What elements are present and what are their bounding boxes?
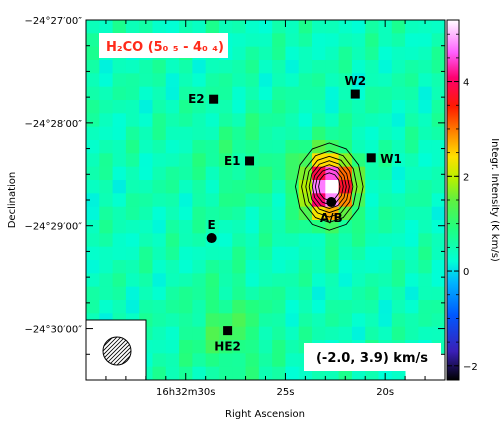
source-marker-w1 [366, 153, 376, 163]
contour-level-3 [308, 160, 350, 214]
source-markers: E2 W2 E1 W1 A/B E HE2 [188, 74, 402, 354]
source-label-e2: E2 [188, 92, 205, 106]
contour-level-4 [311, 164, 347, 209]
source-marker-e [206, 233, 217, 244]
source-label-e1: E1 [224, 154, 241, 168]
source-label-a-b: A/B [320, 211, 343, 225]
velocity-box: (-2.0, 3.9) km/s [304, 343, 441, 371]
velocity-range-label: (-2.0, 3.9) km/s [316, 351, 428, 366]
contour-level-1 [301, 150, 358, 223]
y-tick-label-0: −24°27′00″ [24, 16, 82, 27]
source-label-e: E [208, 218, 216, 232]
chart-title: H₂CO (5₀ ₅ - 4₀ ₄) [106, 40, 224, 55]
source-marker-he2 [223, 326, 233, 336]
source-marker-e1 [245, 156, 255, 166]
source-marker-a-b [326, 197, 337, 208]
x-tick-label-20: 20s [376, 387, 394, 398]
colorbar-tick-label-2: 2 [463, 172, 469, 183]
colorbar-tick-label-0: 0 [463, 267, 469, 278]
y-axis-title: Declination [7, 172, 18, 229]
x-tick-label-25: 25s [276, 387, 294, 398]
y-tick-label--1: −24°28′00″ [24, 119, 82, 130]
y-tick-label--2: −24°29′00″ [24, 222, 82, 233]
source-marker-w2 [350, 89, 360, 99]
x-axis: 16h32m30s 25s 20s [85, 20, 446, 398]
beam-inset [85, 319, 147, 381]
y-tick-label--3: −24°30′00″ [24, 325, 82, 336]
contour-level-0 [295, 142, 364, 231]
colorbar-tick-label--2: −2 [463, 362, 478, 373]
source-marker-e2 [209, 94, 219, 104]
x-axis-title: Right Ascension [225, 409, 305, 420]
colorbar-title: Integr. Intensity (K km/s) [489, 138, 500, 262]
source-label-w1: W1 [380, 152, 402, 166]
colorbar: −2 0 2 4 [446, 19, 478, 381]
source-label-he2: HE2 [214, 340, 241, 354]
title-box: H₂CO (5₀ ₅ - 4₀ ₄) [99, 33, 228, 58]
contour-level-2 [305, 155, 354, 218]
colorbar-tick-label-4: 4 [463, 78, 469, 89]
source-label-w2: W2 [344, 74, 366, 88]
y-axis: −24°27′00″ −24°28′00″ −24°29′00″ −24°30′00″ [24, 16, 445, 381]
x-tick-label-30: 16h32m30s [156, 387, 215, 398]
